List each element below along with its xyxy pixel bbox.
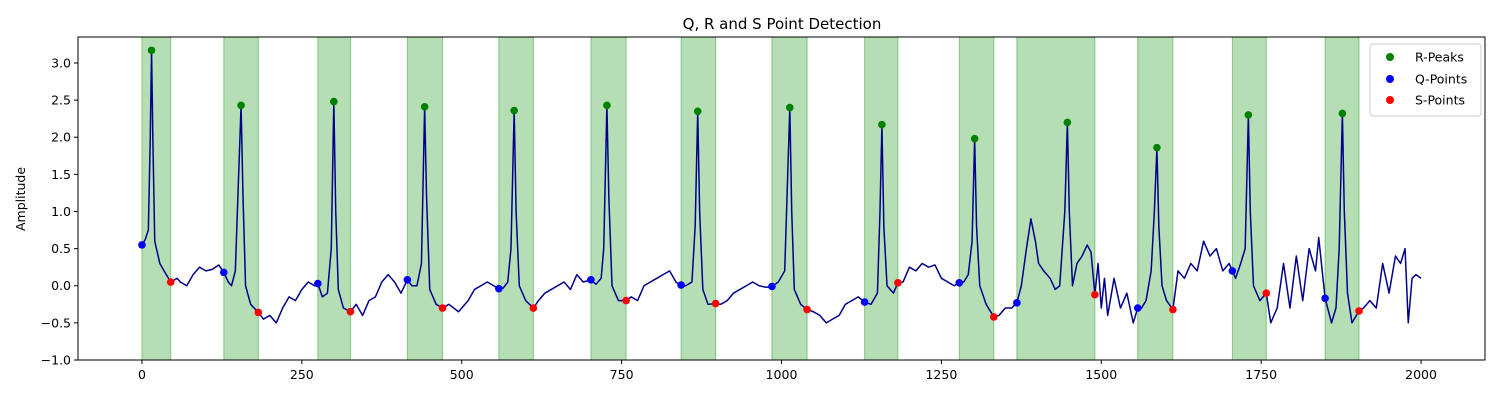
x-tick-label-4: 1000 — [766, 367, 798, 382]
s-point-marker-4 — [529, 304, 538, 312]
q-point-marker-4 — [495, 284, 503, 293]
legend-label-r-peaks: R-Peaks — [1415, 50, 1464, 65]
qrs-span-3 — [406, 36, 444, 361]
r-peak-marker-0 — [147, 46, 156, 55]
y-tick-label-5: 1.5 — [51, 167, 71, 182]
qrs-span-7 — [771, 36, 808, 361]
qrs-span-10 — [1016, 36, 1096, 361]
q-point-marker-7 — [768, 282, 776, 291]
s-point-marker-3 — [438, 304, 447, 312]
s-point-marker-2 — [346, 307, 355, 316]
ecg-signal-layer — [141, 49, 1422, 324]
q-point-marker-9 — [955, 278, 964, 287]
r-peak-marker-6 — [693, 107, 702, 116]
s-point-marker-8 — [894, 278, 902, 287]
r-peak-marker-4 — [510, 106, 518, 115]
s-point-marker-6 — [711, 299, 720, 308]
x-tick-label-7: 1750 — [1245, 367, 1277, 382]
r-peak-marker-2 — [330, 97, 338, 106]
q-point-marker-2 — [314, 279, 322, 288]
qrs-span-0 — [141, 36, 172, 361]
x-axis-ticks: 0 250 500 750 1000 1250 1500 1750 2000 — [138, 360, 1437, 382]
s-point-marker-1 — [254, 308, 263, 317]
x-tick-label-2: 500 — [450, 367, 474, 382]
r-peak-marker-11 — [1153, 143, 1161, 152]
x-tick-label-1: 250 — [290, 367, 314, 382]
q-point-marker-8 — [860, 298, 869, 306]
s-point-marker-7 — [803, 305, 811, 314]
y-tick-label-7: 2.5 — [51, 93, 71, 108]
detection-span-layer — [141, 36, 1360, 361]
r-peak-marker-5 — [603, 101, 611, 110]
legend-marker-s-points — [1386, 96, 1394, 104]
s-point-marker-5 — [622, 296, 630, 305]
legend-label-s-points: S-Points — [1415, 93, 1465, 108]
q-point-marker-5 — [587, 276, 595, 284]
legend: R-Peaks Q-Points S-Points — [1369, 43, 1482, 117]
q-point-marker-3 — [403, 276, 412, 284]
s-point-marker-12 — [1262, 289, 1271, 297]
r-peak-marker-3 — [420, 102, 429, 111]
detected-points-layer — [138, 46, 1363, 321]
y-tick-label-3: 0.5 — [51, 241, 71, 256]
ecg-signal-line — [141, 49, 1422, 324]
q-point-marker-11 — [1133, 304, 1142, 312]
q-point-marker-6 — [677, 281, 685, 289]
y-tick-label-8: 3.0 — [51, 55, 71, 70]
r-peak-marker-12 — [1244, 111, 1253, 119]
legend-marker-q-points — [1386, 75, 1394, 83]
s-point-marker-13 — [1355, 307, 1363, 315]
qrs-span-13 — [1324, 36, 1360, 361]
x-tick-label-0: 0 — [138, 367, 146, 382]
chart-title: Q, R and S Point Detection — [683, 15, 882, 33]
y-axis-label: Amplitude — [13, 167, 28, 231]
y-tick-label-2: 0.0 — [51, 278, 71, 293]
y-axis-ticks: −1.0 −0.5 0.0 0.5 1.0 1.5 2.0 2.5 3.0 — [41, 55, 78, 368]
qrs-span-1 — [223, 36, 259, 361]
r-peak-marker-10 — [1063, 118, 1072, 127]
y-tick-label-6: 2.0 — [51, 130, 71, 145]
r-peak-marker-8 — [878, 120, 886, 129]
qrs-span-6 — [680, 36, 717, 361]
y-tick-label-0: −1.0 — [41, 353, 71, 368]
r-peak-marker-7 — [786, 103, 794, 112]
legend-label-q-points: Q-Points — [1415, 72, 1467, 87]
s-point-marker-10 — [1091, 290, 1099, 299]
s-point-marker-0 — [166, 278, 175, 286]
r-peak-marker-9 — [970, 134, 979, 143]
x-tick-label-8: 2000 — [1405, 367, 1437, 382]
q-point-marker-12 — [1228, 267, 1237, 275]
x-tick-label-3: 750 — [610, 367, 634, 382]
q-point-marker-10 — [1013, 299, 1021, 307]
q-point-marker-13 — [1321, 294, 1329, 303]
s-point-marker-11 — [1169, 305, 1177, 314]
x-tick-label-5: 1250 — [925, 367, 957, 382]
y-tick-label-4: 1.0 — [51, 204, 71, 219]
y-tick-label-1: −0.5 — [41, 315, 71, 330]
x-tick-label-6: 1500 — [1085, 367, 1117, 382]
legend-marker-r-peaks — [1386, 53, 1394, 61]
r-peak-marker-1 — [237, 101, 245, 110]
legend-frame — [1369, 43, 1482, 117]
q-point-marker-1 — [220, 268, 228, 277]
s-point-marker-9 — [990, 313, 998, 321]
qrs-span-2 — [317, 36, 351, 361]
r-peak-marker-13 — [1338, 109, 1347, 118]
qrs-span-8 — [864, 36, 899, 361]
q-point-marker-0 — [138, 241, 146, 249]
